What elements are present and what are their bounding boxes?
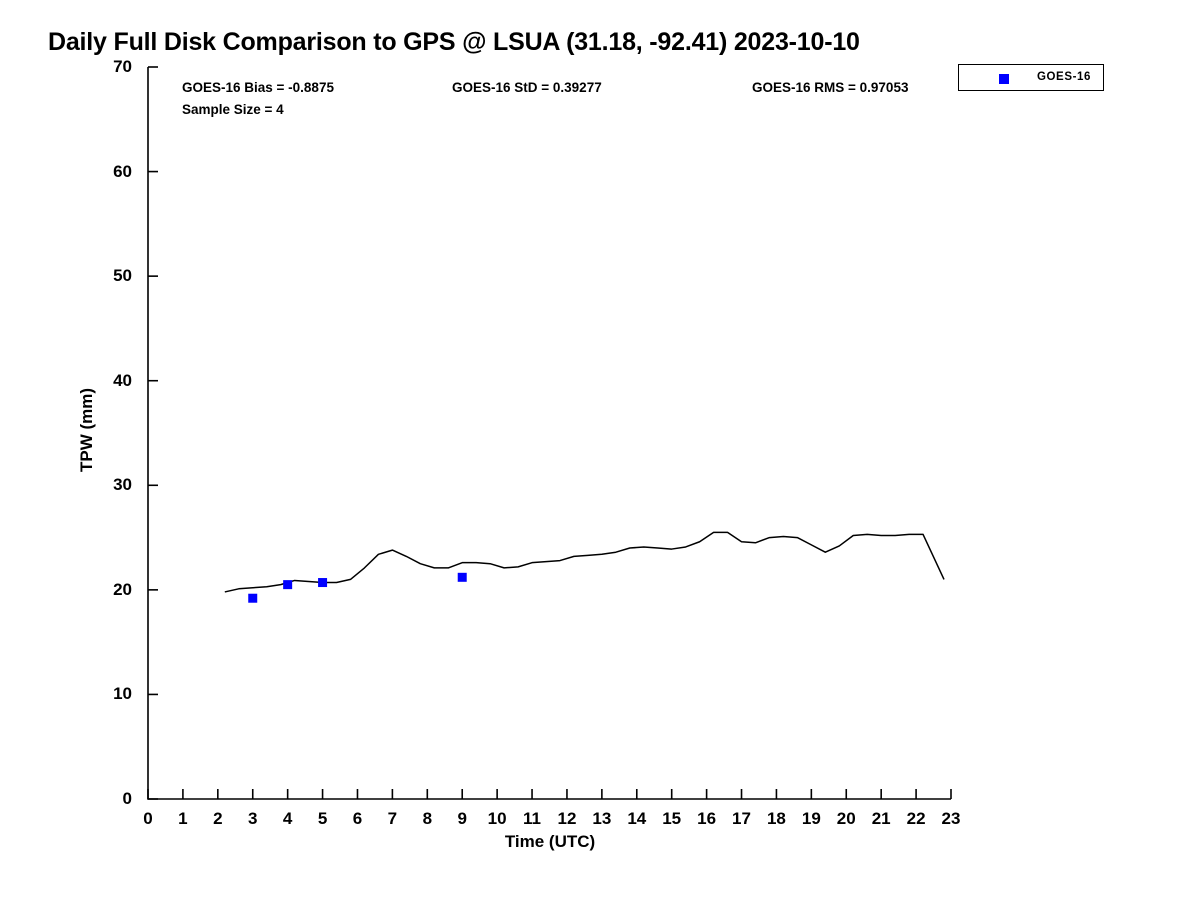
x-axis-tick-label: 5 [317,809,328,828]
y-axis-tick-label: 70 [113,57,132,76]
x-axis-tick-label: 6 [352,809,363,828]
x-axis-tick-label: 14 [627,809,647,828]
x-axis-tick-label: 18 [766,809,786,828]
x-axis-tick-label: 21 [871,809,891,828]
axis-frame [147,67,951,800]
y-axis-tick-label: 20 [113,579,132,599]
x-axis-tick-label: 10 [487,809,507,828]
legend: GOES-16 [958,64,1104,91]
y-axis-tick-label: 50 [113,266,132,286]
y-axis-tick-label: 40 [113,370,132,390]
x-axis-tick-label: 16 [697,809,717,828]
stat-sample-label: Sample Size = 4 [182,102,284,117]
chart-title: Daily Full Disk Comparison to GPS @ LSUA… [48,28,860,56]
stat-bias-label: GOES-16 Bias = -0.8875 [182,80,334,95]
x-axis-tick-label: 20 [836,809,856,828]
stat-rms-label: GOES-16 RMS = 0.97053 [752,80,909,95]
y-axis-tick-label: 60 [113,161,132,181]
y-axis-tick-label: 0 [122,789,132,808]
data-point-goes16 [248,593,258,603]
x-axis-tick-label: 7 [387,809,398,828]
x-axis-tick-label: 2 [213,809,223,828]
x-axis-tick-label: 4 [282,809,293,828]
x-axis-tick-label: 17 [732,809,751,828]
data-point-goes16 [457,572,467,582]
x-axis-tick-label: 3 [248,809,258,828]
x-axis-tick-label: 19 [801,809,821,828]
x-axis-tick-label: 1 [178,809,188,828]
y-axis-tick-label: 30 [113,475,132,495]
y-axis-tick-label: 10 [113,684,132,704]
y-axis-label: TPW (mm) [77,387,96,473]
legend-label-goes16: GOES-16 [1036,71,1092,83]
x-axis-tick-label: 22 [906,809,926,828]
x-axis-label: Time (UTC) [504,832,596,851]
x-axis-tick-label: 11 [523,809,542,828]
data-point-goes16 [283,580,293,590]
series-line-gps [224,531,945,593]
x-axis-tick-label: 13 [592,809,612,828]
data-point-goes16 [318,578,328,588]
x-axis-tick-label: 12 [557,809,577,828]
x-axis-tick-label: 8 [422,809,433,828]
x-axis-tick-label: 9 [457,809,467,828]
x-axis-tick-label: 0 [143,809,153,828]
legend-marker-goes16 [999,74,1009,84]
stat-std-label: GOES-16 StD = 0.39277 [452,80,602,95]
x-axis-tick-label: 15 [662,809,682,828]
x-axis-tick-label: 23 [941,809,961,828]
